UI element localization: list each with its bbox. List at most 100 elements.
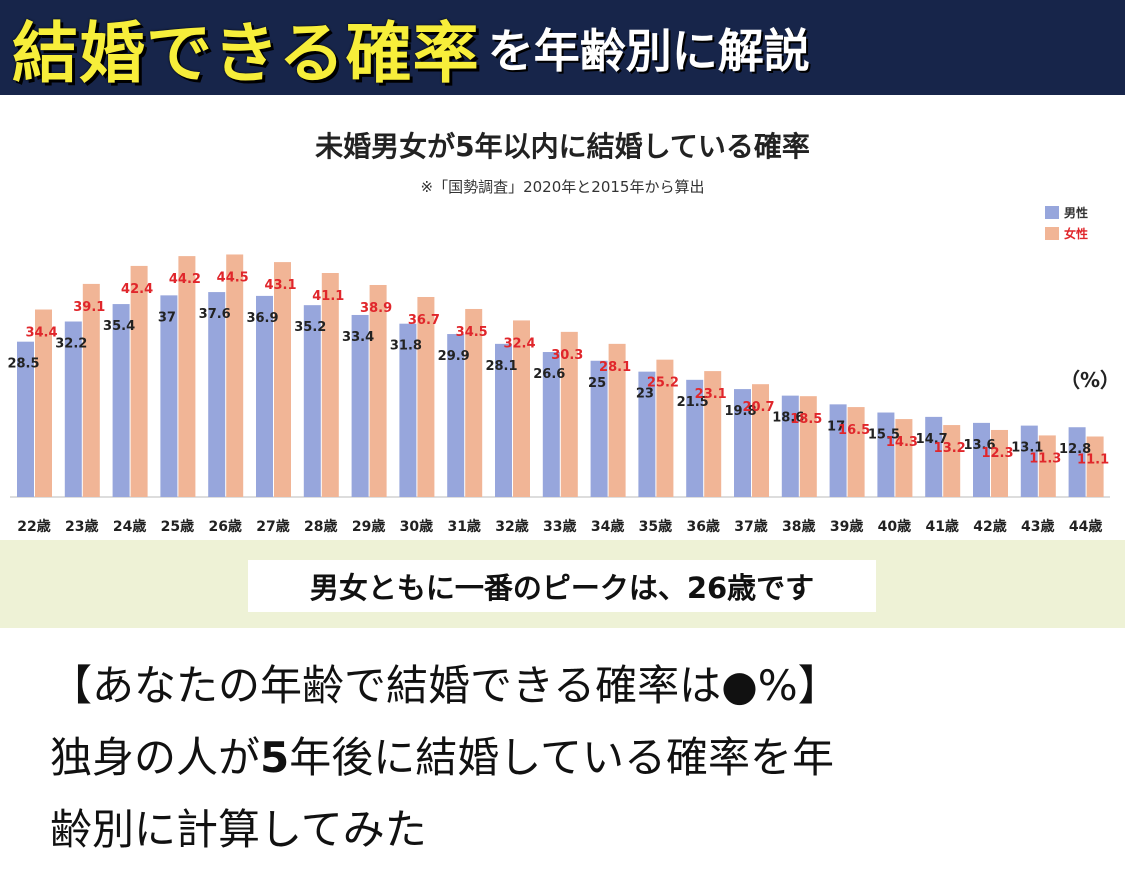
data-label-female: 36.7	[408, 313, 440, 328]
peak-callout: 男女ともに一番のピークは、26歳です	[248, 560, 876, 612]
data-label-male: 33.4	[342, 330, 374, 345]
data-label-female: 38.9	[360, 301, 392, 316]
caption-line-2: 独身の人が5年後に結婚している確率を年	[50, 722, 1100, 794]
bar-male	[112, 304, 130, 497]
data-label-female: 13.2	[934, 441, 966, 456]
x-tick-label: 26歳	[208, 518, 241, 535]
data-label-female: 39.1	[73, 300, 105, 315]
bar-female	[847, 407, 865, 497]
data-label-female: 42.4	[121, 282, 153, 297]
bar-male	[208, 292, 226, 497]
bar-male	[399, 323, 417, 497]
x-tick-label: 38歳	[782, 518, 815, 535]
data-label-male: 15.5	[868, 428, 900, 443]
bar-female	[560, 331, 578, 497]
x-tick-label: 39歳	[830, 518, 863, 535]
x-tick-label: 44歳	[1069, 518, 1102, 535]
x-tick-label: 37歳	[734, 518, 767, 535]
bar-female	[465, 308, 483, 497]
data-label-male: 26.6	[533, 367, 565, 382]
bar-male	[638, 371, 656, 497]
data-label-male: 35.4	[103, 319, 135, 334]
bar-female	[274, 262, 291, 497]
data-label-female: 34.4	[25, 326, 57, 341]
bar-female	[752, 384, 769, 497]
chart-title: 未婚男女が5年以内に結婚している確率	[315, 130, 810, 163]
title-banner: 結婚できる確率 を年齢別に解説	[0, 0, 1125, 95]
x-tick-label: 33歳	[543, 518, 576, 535]
bar-female	[943, 425, 961, 497]
caption-line-2-post: 年後に結婚している確率を年	[289, 733, 834, 782]
bar-female	[608, 343, 626, 497]
data-label-male: 18.6	[772, 411, 804, 426]
data-label-female: 32.4	[503, 336, 535, 351]
data-label-female: 28.1	[599, 360, 631, 375]
data-label-male: 37	[158, 310, 176, 325]
bar-male	[447, 334, 465, 497]
data-label-male: 14.7	[916, 432, 948, 447]
bar-male	[829, 404, 847, 497]
data-label-male: 19.8	[724, 404, 756, 419]
bar-female	[704, 371, 722, 497]
caption-line-1: 【あなたの年齢で結婚できる確率は●%】	[50, 661, 840, 710]
data-label-male: 37.6	[199, 307, 231, 322]
bar-male	[781, 395, 799, 497]
x-tick-label: 42歳	[973, 518, 1006, 535]
data-label-female: 30.3	[551, 348, 583, 363]
bar-female	[895, 419, 913, 497]
data-label-female: 41.1	[312, 289, 344, 304]
bar-female	[35, 309, 52, 497]
banner-title-sub: を年齢別に解説	[487, 23, 810, 78]
data-label-female: 23.1	[695, 387, 727, 402]
x-tick-label: 35歳	[639, 518, 672, 535]
data-label-female: 43.1	[264, 278, 296, 293]
legend-swatch	[1045, 206, 1059, 219]
x-tick-label: 28歳	[304, 518, 337, 535]
x-tick-label: 22歳	[17, 518, 50, 535]
data-label-female: 16.5	[838, 423, 870, 438]
x-tick-label: 27歳	[256, 518, 289, 535]
data-label-male: 35.2	[294, 320, 326, 335]
unit-label: （%）	[1060, 368, 1120, 392]
chart-subtitle: ※「国勢調査」2020年と2015年から算出	[420, 178, 705, 196]
legend-swatch	[1045, 227, 1059, 240]
x-tick-label: 32歳	[495, 518, 528, 535]
data-label-female: 11.1	[1077, 453, 1109, 468]
x-tick-label: 25歳	[161, 518, 194, 535]
bar-male	[590, 360, 608, 497]
x-tick-label: 41歳	[925, 518, 958, 535]
data-label-male: 28.1	[485, 359, 517, 374]
bar-female	[321, 273, 339, 497]
bar-chart: 28.5 34.4 22歳 32.2 39.1 23歳 35.4 42.4 24歳 37 44.2 2…	[7, 205, 1120, 535]
data-label-male: 13.6	[963, 438, 995, 453]
bar-male	[17, 341, 34, 497]
bar-female	[130, 265, 148, 497]
data-label-male: 12.8	[1059, 442, 1091, 457]
bar-male	[160, 295, 178, 497]
x-tick-label: 24歳	[113, 518, 146, 535]
bar-male	[686, 379, 704, 497]
data-label-male: 21.5	[677, 395, 709, 410]
bar-male	[542, 352, 560, 497]
data-label-male: 32.2	[55, 337, 87, 352]
data-label-male: 13.1	[1011, 441, 1043, 456]
bar-female	[799, 396, 817, 497]
data-label-male: 36.9	[246, 311, 278, 326]
bar-female	[1038, 435, 1056, 497]
data-label-female: 34.5	[456, 325, 488, 340]
data-label-male: 31.8	[390, 339, 422, 354]
bar-female	[417, 296, 435, 497]
data-label-male: 28.5	[7, 357, 39, 372]
caption-line-3: 齢別に計算してみた	[50, 805, 427, 854]
bar-female	[1086, 436, 1104, 497]
caption: 【あなたの年齢で結婚できる確率は●%】 独身の人が5年後に結婚している確率を年 …	[50, 650, 1100, 866]
bar-male	[734, 389, 751, 497]
bar-male	[973, 422, 990, 497]
legend-label: 女性	[1064, 226, 1088, 241]
bar-male	[303, 305, 321, 497]
bar-male	[1068, 427, 1086, 497]
data-label-male: 17	[827, 419, 845, 434]
x-tick-label: 40歳	[878, 518, 911, 535]
x-tick-label: 29歳	[352, 518, 385, 535]
bar-female	[226, 254, 244, 497]
